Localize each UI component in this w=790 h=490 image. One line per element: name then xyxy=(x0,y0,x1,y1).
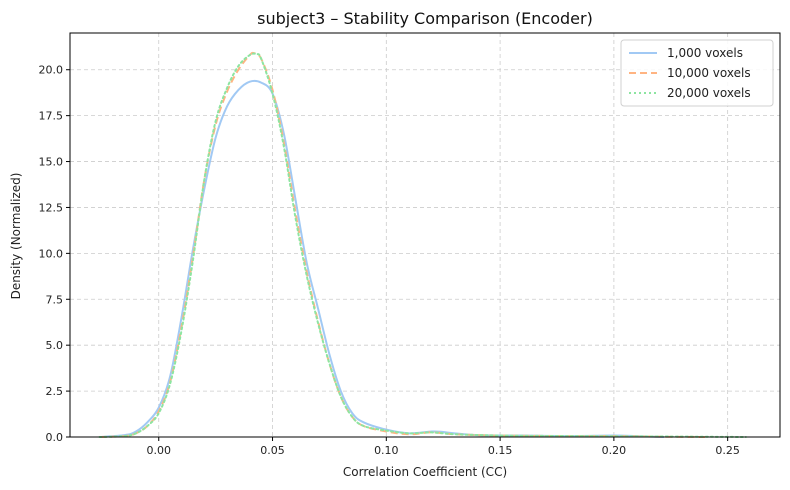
x-tick-label: 0.15 xyxy=(488,444,513,457)
y-tick-label: 2.5 xyxy=(46,385,64,398)
y-tick-label: 17.5 xyxy=(39,110,64,123)
legend-label: 10,000 voxels xyxy=(667,66,751,80)
legend-label: 20,000 voxels xyxy=(667,86,751,100)
y-tick-label: 10.0 xyxy=(39,247,64,260)
y-tick-label: 20.0 xyxy=(39,64,64,77)
y-tick-label: 7.5 xyxy=(46,293,64,306)
y-axis-ticks: 0.0 2.5 5.0 7.5 10.0 12.5 15.0 17.5 20.0 xyxy=(39,64,70,444)
x-tick-label: 0.20 xyxy=(602,444,627,457)
plot-frame xyxy=(69,32,781,438)
legend-label: 1,000 voxels xyxy=(667,46,743,60)
x-axis-label: Correlation Coefficient (CC) xyxy=(343,465,507,479)
y-tick-label: 15.0 xyxy=(39,156,64,169)
y-tick-label: 12.5 xyxy=(39,201,64,214)
series-lines xyxy=(98,51,747,438)
x-tick-label: 0.25 xyxy=(715,444,740,457)
legend: 1,000 voxels 10,000 voxels 20,000 voxels xyxy=(620,39,774,107)
chart-title: subject3 – Stability Comparison (Encoder… xyxy=(257,9,593,28)
series-line-3 xyxy=(98,52,747,438)
legend-box xyxy=(620,39,774,107)
x-tick-label: 0.05 xyxy=(260,444,285,457)
y-tick-label: 0.0 xyxy=(46,431,64,444)
x-axis-ticks: 0.00 0.05 0.10 0.15 0.20 0.25 xyxy=(147,437,740,457)
y-tick-label: 5.0 xyxy=(46,339,64,352)
y-axis-label: Density (Normalized) xyxy=(9,173,23,300)
x-tick-label: 0.00 xyxy=(147,444,172,457)
x-tick-label: 0.10 xyxy=(374,444,399,457)
